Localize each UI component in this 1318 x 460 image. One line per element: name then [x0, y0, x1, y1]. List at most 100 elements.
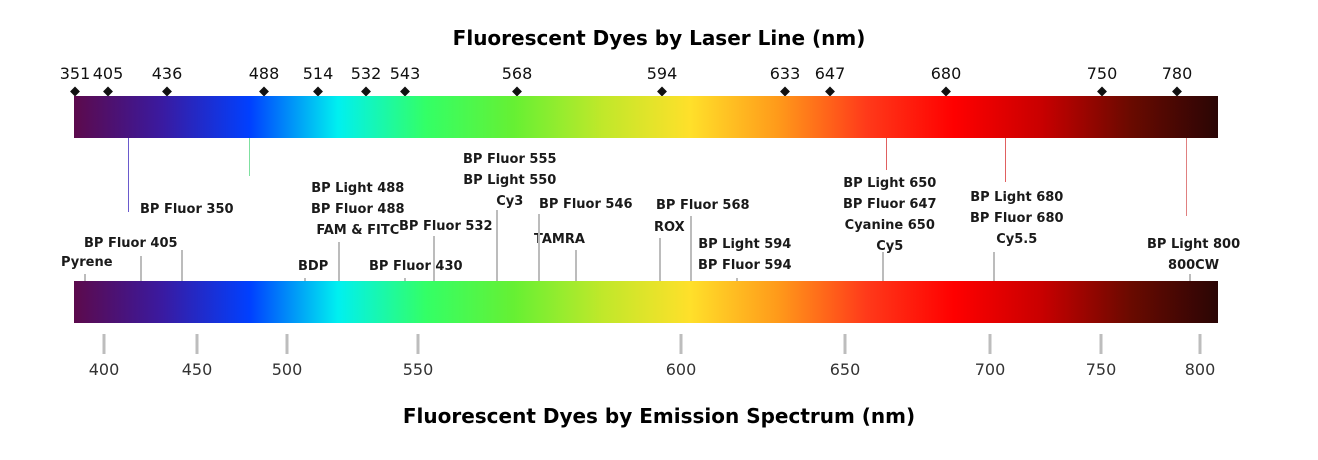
laser-line-label: 568	[501, 64, 533, 83]
laser-line-label: 532	[350, 64, 382, 83]
emission-tick	[843, 334, 847, 354]
dye-label: TAMRA	[534, 229, 585, 250]
dye-laser-line	[1005, 138, 1006, 182]
dye-name: BP Light 550	[463, 173, 557, 188]
laser-line-label: 514	[302, 64, 334, 83]
dye-name: Cy5	[876, 239, 904, 254]
dye-label: BP Light 488 BP Fluor 488 FAM & FITC	[311, 178, 405, 241]
dye-name: Pyrene	[61, 255, 113, 270]
dye-name: BP Fluor 568	[656, 198, 750, 213]
laser-line-label: 488	[248, 64, 280, 83]
dye-name: BP Fluor 680	[970, 211, 1064, 226]
laser-line-label: 436	[151, 64, 183, 83]
laser-line-marker	[512, 86, 522, 97]
dye-name: BP Light 800	[1147, 237, 1241, 252]
emission-tick-label: 700	[974, 360, 1006, 379]
dye-label: BP Fluor 555 BP Light 550 Cy3	[463, 149, 557, 212]
dye-name: TAMRA	[534, 232, 585, 247]
emission-tick-label: 450	[181, 360, 213, 379]
emission-tick	[1099, 334, 1103, 354]
laser-line-label: 647	[814, 64, 846, 83]
dye-name: BP Fluor 532	[399, 219, 493, 234]
dye-name: BP Light 488	[311, 181, 405, 196]
dye-name: BP Fluor 594	[698, 258, 792, 273]
dye-laser-line	[1186, 138, 1187, 216]
laser-line-marker	[103, 86, 113, 97]
dye-label: BP Fluor 568	[656, 195, 750, 216]
dye-name: BP Fluor 647	[843, 197, 937, 212]
laser-line-marker	[780, 86, 790, 97]
dye-name: BP Light 650	[843, 176, 937, 191]
laser-line-marker	[400, 86, 410, 97]
dye-name: BP Fluor 546	[539, 197, 633, 212]
emission-tick	[679, 334, 683, 354]
laser-line-label: 543	[389, 64, 421, 83]
emission-tick	[195, 334, 199, 354]
emission-spectrum-bar	[74, 281, 1218, 323]
dye-emission-line	[537, 214, 540, 298]
dye-label: BDP	[298, 256, 328, 277]
dye-label: BP Fluor 405	[84, 233, 178, 254]
dye-label: BP Fluor 350	[140, 199, 234, 220]
dye-laser-line	[128, 138, 129, 212]
emission-tick-label: 750	[1085, 360, 1117, 379]
emission-tick	[416, 334, 420, 354]
dye-name: Cyanine 650	[844, 218, 935, 233]
laser-line-label: 680	[930, 64, 962, 83]
dye-name: BP Fluor 555	[463, 152, 557, 167]
dye-name: Cy5.5	[996, 232, 1038, 247]
dye-name: FAM & FITC	[316, 223, 400, 238]
laser-line-label: 351	[59, 64, 91, 83]
emission-tick-label: 600	[665, 360, 697, 379]
dye-name: BP Fluor 430	[369, 259, 463, 274]
laser-line-marker	[70, 86, 80, 97]
laser-spectrum-bar	[74, 96, 1218, 138]
dye-label: BP Fluor 546	[539, 194, 633, 215]
dye-label: BP Light 680 BP Fluor 680 Cy5.5	[970, 187, 1064, 250]
laser-line-label: 780	[1161, 64, 1193, 83]
dye-laser-line	[886, 138, 887, 170]
dye-emission-line	[432, 236, 435, 298]
dye-name: ROX	[654, 220, 685, 235]
dye-emission-line	[993, 252, 996, 298]
emission-tick-label: 650	[829, 360, 861, 379]
dye-name: Cy3	[496, 194, 524, 209]
dye-name: BP Light 680	[970, 190, 1064, 205]
laser-line-label: 405	[92, 64, 124, 83]
emission-tick-label: 500	[271, 360, 303, 379]
dye-label: BP Fluor 430	[369, 256, 463, 277]
emission-tick	[102, 334, 106, 354]
emission-tick	[285, 334, 289, 354]
dye-emission-line	[689, 216, 692, 298]
emission-title: Fluorescent Dyes by Emission Spectrum (n…	[402, 404, 916, 428]
laser-line-marker	[1097, 86, 1107, 97]
dye-label: Pyrene	[61, 252, 113, 273]
dye-emission-line	[140, 256, 143, 298]
dye-emission-line	[881, 252, 884, 298]
dye-emission-line	[338, 242, 341, 298]
dye-emission-line	[658, 238, 661, 298]
dye-name: BP Fluor 488	[311, 202, 405, 217]
dye-label: ROX	[654, 217, 685, 238]
laser-line-marker	[657, 86, 667, 97]
emission-tick-label: 400	[88, 360, 120, 379]
emission-tick	[1198, 334, 1202, 354]
laser-line-title: Fluorescent Dyes by Laser Line (nm)	[452, 26, 866, 50]
dye-name: BDP	[298, 259, 329, 274]
laser-line-label: 594	[646, 64, 678, 83]
dye-laser-line	[249, 138, 250, 176]
emission-tick-label: 550	[402, 360, 434, 379]
dye-label: BP Light 800 800CW	[1147, 234, 1240, 276]
laser-line-marker	[825, 86, 835, 97]
dye-name: BP Fluor 350	[140, 202, 234, 217]
dye-emission-line	[181, 250, 184, 298]
laser-line-marker	[259, 86, 269, 97]
dye-emission-line	[574, 250, 577, 298]
laser-line-marker	[1172, 86, 1182, 97]
laser-line-marker	[941, 86, 951, 97]
laser-line-label: 633	[769, 64, 801, 83]
dye-name: BP Light 594	[698, 237, 792, 252]
laser-line-marker	[361, 86, 371, 97]
laser-line-marker	[162, 86, 172, 97]
